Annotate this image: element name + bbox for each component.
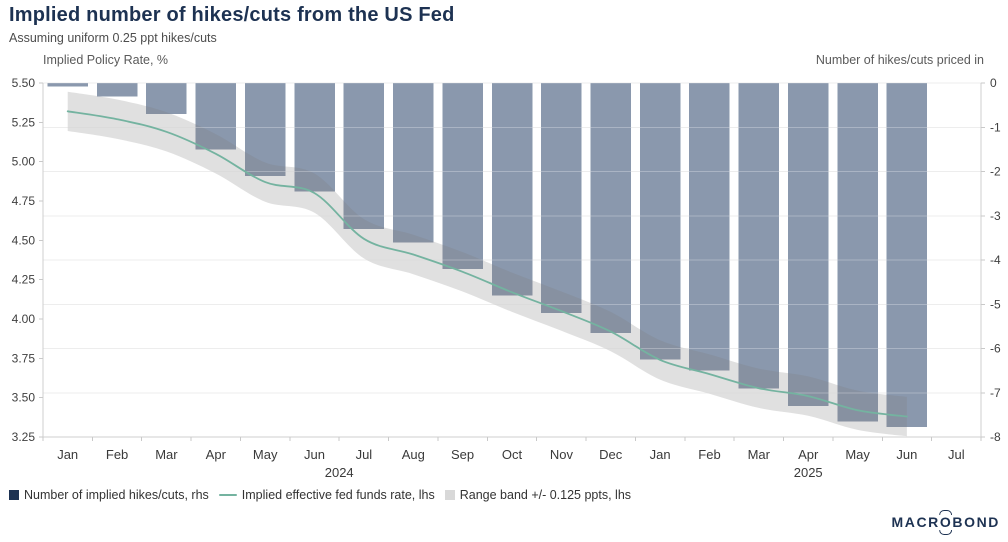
left-tick-label: 4.75 xyxy=(12,194,36,208)
x-tick-label: May xyxy=(845,447,870,462)
right-tick-label: -1 xyxy=(990,120,1001,134)
legend-label: Number of implied hikes/cuts, rhs xyxy=(24,488,209,502)
legend: Number of implied hikes/cuts, rhs Implie… xyxy=(9,488,631,502)
logo-globe-o-icon: O xyxy=(939,514,953,530)
right-tick-label: 0 xyxy=(990,76,997,90)
chart-subtitle: Assuming uniform 0.25 ppt hikes/cuts xyxy=(9,31,217,45)
right-tick-label: -7 xyxy=(990,386,1001,400)
bar-Jun-2024 xyxy=(294,83,335,192)
x-tick-label: Feb xyxy=(106,447,128,462)
bar-Feb-2024 xyxy=(96,83,138,97)
legend-item-line: Implied effective fed funds rate, lhs xyxy=(218,488,435,502)
legend-label: Range band +/- 0.125 ppts, lhs xyxy=(459,488,632,502)
bar-Apr-2024 xyxy=(195,83,236,150)
bar-Jul-2024 xyxy=(343,83,385,229)
x-tick-label: Jun xyxy=(304,447,325,462)
bar-Nov-2024 xyxy=(541,83,582,314)
bar-series-swatch-icon xyxy=(9,490,19,500)
x-tick-label: Sep xyxy=(451,447,474,462)
x-tick-label: Oct xyxy=(502,447,523,462)
bar-Apr-2025 xyxy=(788,83,829,406)
bar-Jun-2025 xyxy=(886,83,928,427)
logo-text: MACR xyxy=(891,514,940,530)
line-series-swatch-icon xyxy=(218,493,237,497)
left-tick-label: 5.25 xyxy=(12,115,36,129)
band-series-swatch-icon xyxy=(444,490,455,500)
fed-funds-rate-line xyxy=(66,110,908,418)
bar-May-2025 xyxy=(837,83,878,422)
bar-Sep-2024 xyxy=(442,83,483,269)
x-tick-label: Nov xyxy=(550,447,574,462)
right-tick-label: -6 xyxy=(990,342,1001,356)
right-tick-label: -2 xyxy=(990,165,1001,179)
macrobond-logo: MACROBOND xyxy=(891,514,1000,530)
left-tick-label: 4.50 xyxy=(12,233,36,247)
right-tick-label: -4 xyxy=(990,253,1001,267)
x-tick-label: Apr xyxy=(206,447,227,462)
bar-Aug-2024 xyxy=(393,83,434,243)
x-tick-label: Jul xyxy=(948,447,965,462)
left-tick-label: 5.00 xyxy=(12,155,36,169)
x-year-label: 2025 xyxy=(794,465,823,480)
x-tick-label: Jul xyxy=(356,447,373,462)
bar-Jan-2025 xyxy=(639,83,681,360)
bar-Jan-2024 xyxy=(47,83,88,87)
right-axis-title: Number of hikes/cuts priced in xyxy=(815,53,984,67)
bar-Mar-2025 xyxy=(738,83,780,389)
bar-May-2024 xyxy=(244,83,286,176)
x-tick-label: Apr xyxy=(798,447,819,462)
x-tick-label: Feb xyxy=(698,447,720,462)
legend-label: Implied effective fed funds rate, lhs xyxy=(241,488,435,502)
legend-item-bars: Number of implied hikes/cuts, rhs xyxy=(9,488,209,502)
logo-text: BOND xyxy=(952,514,1000,530)
x-year-label: 2024 xyxy=(325,465,354,480)
x-tick-label: Jan xyxy=(650,447,671,462)
right-tick-label: -8 xyxy=(990,430,1001,444)
x-tick-label: Mar xyxy=(155,447,178,462)
left-tick-label: 4.25 xyxy=(12,273,36,287)
left-tick-label: 3.50 xyxy=(12,391,36,405)
chart-title: Implied number of hikes/cuts from the US… xyxy=(9,4,455,26)
right-tick-label: -3 xyxy=(990,209,1001,223)
legend-item-band: Range band +/- 0.125 ppts, lhs xyxy=(444,488,632,502)
x-tick-label: Aug xyxy=(402,447,425,462)
bar-Oct-2024 xyxy=(491,83,533,296)
left-tick-label: 4.00 xyxy=(12,312,36,326)
x-tick-label: May xyxy=(253,447,278,462)
bar-Dec-2024 xyxy=(590,83,631,333)
bar-Feb-2025 xyxy=(689,83,730,371)
left-tick-label: 3.75 xyxy=(12,351,36,365)
x-tick-label: Jun xyxy=(896,447,917,462)
x-tick-label: Dec xyxy=(599,447,623,462)
left-tick-label: 5.50 xyxy=(12,76,36,90)
range-band xyxy=(67,91,907,437)
left-tick-label: 3.25 xyxy=(12,430,36,444)
left-axis-title: Implied Policy Rate, % xyxy=(43,53,169,67)
bar-Mar-2024 xyxy=(146,83,187,114)
x-tick-label: Jan xyxy=(57,447,78,462)
x-tick-label: Mar xyxy=(748,447,771,462)
right-tick-label: -5 xyxy=(990,297,1001,311)
